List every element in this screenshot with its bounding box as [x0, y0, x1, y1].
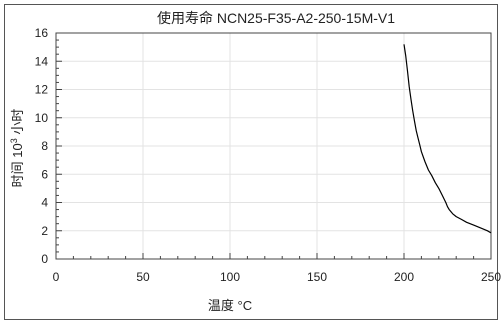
y-tick-label: 6: [41, 167, 48, 181]
y-tick-label: 8: [41, 139, 48, 153]
x-tick-label: 200: [394, 270, 414, 284]
y-axis-title-suffix: 小时: [10, 109, 25, 139]
y-tick-label: 2: [41, 224, 48, 238]
y-tick-label: 14: [35, 54, 49, 68]
y-tick-label: 12: [35, 83, 49, 97]
y-tick-label: 16: [35, 26, 49, 40]
x-tick-label: 0: [53, 270, 60, 284]
chart-frame: [4, 4, 498, 320]
chart-title: 使用寿命 NCN25-F35-A2-250-15M-V1: [157, 10, 395, 26]
y-tick-label: 4: [41, 196, 48, 210]
x-tick-label: 150: [307, 270, 327, 284]
y-axis-title-exponent: 3: [9, 138, 19, 143]
y-axis-title: 时间 103 小时: [9, 109, 25, 188]
x-tick-label: 250: [481, 270, 501, 284]
y-tick-labels: 0 2 4 6 8 10 12 14 16: [35, 26, 49, 266]
x-axis-title: 温度 °C: [208, 298, 252, 313]
x-tick-label: 100: [220, 270, 240, 284]
grid-lines: [56, 33, 491, 259]
y-tick-label: 0: [41, 252, 48, 266]
x-tick-labels: 0 50 100 150 200 250: [53, 270, 502, 284]
series-line: [403, 44, 492, 234]
y-axis-title-prefix: 时间 10: [10, 143, 25, 187]
axis-ticks: [55, 32, 492, 260]
y-tick-label: 10: [35, 111, 49, 125]
x-tick-label: 50: [136, 270, 150, 284]
